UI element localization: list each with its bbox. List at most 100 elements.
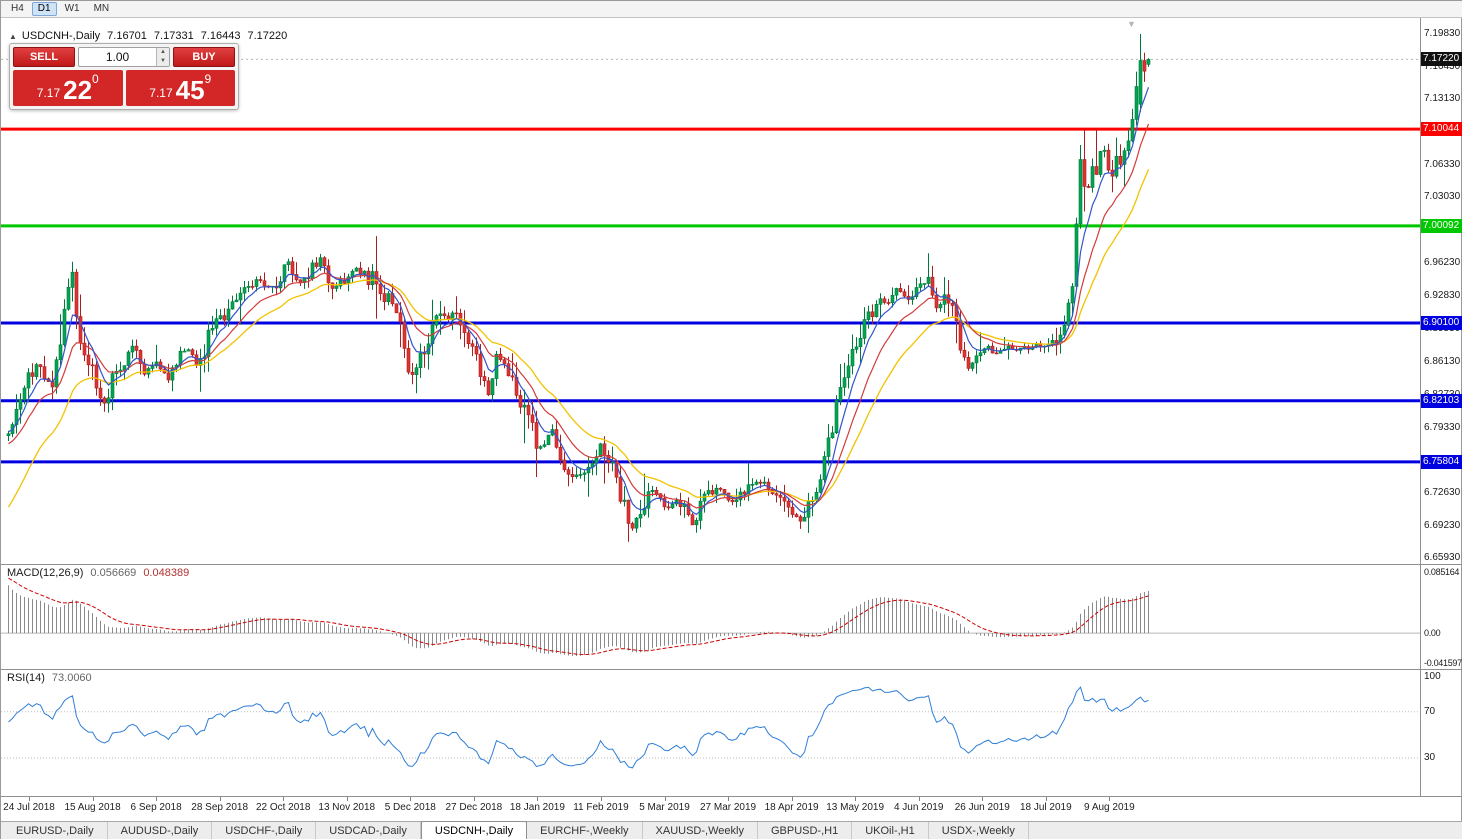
volume-increase-button[interactable]: ▲ [157,48,169,57]
time-axis-tick [1109,797,1111,801]
date-axis-label: 15 Aug 2018 [64,802,121,813]
price-axis-label: 6.79330 [1424,421,1461,433]
date-axis-label: 27 Mar 2019 [699,802,757,813]
sell-price-display[interactable]: 7.17 22 0 [13,70,123,106]
chart-shift-marker: ▼ [1127,19,1136,29]
chart-tab-usdcnh-daily[interactable]: USDCNH-,Daily [420,821,528,839]
price-axis-label: 7.19830 [1424,28,1461,39]
chart-tab-audusd-daily[interactable]: AUDUSD-,Daily [108,822,213,839]
price-axis-label: 6.89530 [1424,322,1461,334]
price-axis-label: 6.86130 [1424,355,1461,367]
chart-tab-usdcad-daily[interactable]: USDCAD-,Daily [316,822,421,839]
price-axis-label: 7.06330 [1424,159,1461,171]
volume-value[interactable]: 1.00 [105,50,130,64]
price-axis-tag: 6.82103 [1421,393,1462,408]
one-click-trading-panel: SELL 1.00 ▲ ▼ BUY 7.17 22 0 7.17 45 9 [9,43,239,110]
price-axis-label: 6.72630 [1424,486,1461,498]
macd-axis-label: 0.00 [1424,628,1441,639]
time-axis-tick [92,797,94,801]
timeframe-button-w1[interactable]: W1 [64,3,80,14]
price-axis-label: 6.65930 [1424,551,1461,563]
chart-tab-usdx-weekly[interactable]: USDX-,Weekly [929,822,1029,839]
date-axis-label: 24 Jul 2018 [3,802,55,813]
time-axis-tick [410,797,412,801]
price-axis-label: 6.82730 [1424,388,1461,400]
price-axis-label: 7.03030 [1424,191,1461,203]
time-axis-tick [855,797,857,801]
time-axis-tick [1045,797,1047,801]
macd-panel-canvas[interactable] [1,565,1420,669]
one-click-collapse-icon[interactable]: ▲ [9,31,17,41]
price-axis-label: 6.92830 [1424,290,1461,302]
chart-symbol-label: USDCNH-,Daily [21,30,101,42]
time-axis-tick [473,797,475,801]
sell-button[interactable]: SELL [13,47,75,67]
buy-price-pips: 45 [175,75,205,105]
main-macd-separator[interactable] [1,564,1462,565]
date-axis-label: 6 Sep 2018 [130,802,182,813]
chart-tab-gbpusd-h1[interactable]: GBPUSD-,H1 [758,822,853,839]
buy-button[interactable]: BUY [173,47,235,67]
macd-signal-value: 0.048389 [143,567,190,579]
price-axis-label: 6.99630 [1424,224,1461,236]
rsi-value: 73.0060 [51,672,92,684]
timeframe-toolbar: H4 D1 W1 MN [1,1,1462,18]
price-axis-tag: 6.90100 [1421,315,1462,330]
ohlc-open-value: 7.16701 [107,30,147,42]
price-axis-tag: 7.10044 [1421,122,1462,137]
rsi-name: RSI(14) [7,672,45,684]
time-axis-tick [29,797,30,801]
time-axis-tick [728,797,730,801]
timeframe-button-d1[interactable]: D1 [31,2,57,16]
time-axis-tick [283,797,285,801]
price-axis-label: 6.96230 [1424,257,1461,269]
ohlc-close-value: 7.17220 [247,30,288,42]
date-axis-label: 4 Jun 2019 [893,802,944,813]
ohlc-high-value: 7.17331 [153,30,194,42]
date-axis-label: 26 Jun 2019 [954,802,1010,813]
chart-tab-eurchf-weekly[interactable]: EURCHF-,Weekly [527,822,643,839]
volume-decrease-button[interactable]: ▼ [157,57,169,66]
rsi-indicator-label: RSI(14) 73.0060 [7,672,92,684]
date-axis-label: 5 Dec 2018 [384,802,436,813]
chart-tab-eurusd-daily[interactable]: EURUSD-,Daily [3,822,108,839]
price-axis-label: 7.16430 [1424,61,1461,73]
price-axis-tag: 6.75804 [1421,454,1462,469]
date-axis-label: 11 Feb 2019 [573,802,629,813]
time-axis-tick [600,797,602,801]
time-axis-tick [156,797,158,801]
time-axis-tick [918,797,920,801]
macd-name: MACD(12,26,9) [7,567,84,579]
date-axis-label: 18 Apr 2019 [764,802,819,813]
macd-rsi-separator[interactable] [1,669,1462,670]
timeframe-button-h4[interactable]: H4 [11,3,24,14]
chart-tab-ukoil-h1[interactable]: UKOil-,H1 [852,822,929,839]
date-axis-label: 13 Nov 2018 [318,802,376,813]
price-axis-label: 7.13130 [1424,93,1461,105]
price-axis-label: 6.75930 [1424,454,1461,466]
chart-ohlc-header: ▲ USDCNH-,Daily 7.16701 7.17331 7.16443 … [9,30,287,42]
date-axis-label: 13 May 2019 [826,802,885,813]
chart-tab-usdchf-daily[interactable]: USDCHF-,Daily [212,822,317,839]
macd-axis-label: -0.041597 [1424,658,1462,668]
time-axis-tick [664,797,666,801]
date-axis-label: 18 Jan 2019 [509,802,565,813]
timeframe-button-mn[interactable]: MN [93,3,110,14]
rsi-axis-label: 30 [1424,751,1436,763]
buy-price-display[interactable]: 7.17 45 9 [125,70,235,106]
sell-price-point: 0 [92,72,99,86]
date-axis-label: 18 Jul 2019 [1019,802,1072,813]
time-axis[interactable]: 24 Jul 2018 15 Aug 2018 6 Sep 2018 28 Sep 2… [1,797,1420,821]
rsi-panel-canvas[interactable] [1,670,1420,796]
time-axis-tick [346,797,348,801]
buy-price-prefix: 7.17 [149,86,173,100]
macd-main-value: 0.056669 [90,567,137,579]
macd-indicator-label: MACD(12,26,9) 0.056669 0.048389 [7,567,189,579]
volume-input[interactable]: 1.00 ▲ ▼ [78,47,170,67]
rsi-axis-separator [1,796,1462,797]
buy-price-point: 9 [204,72,212,86]
time-axis-tick [219,797,221,801]
date-axis-label: 22 Oct 2018 [255,802,311,813]
time-axis-tick [982,797,984,801]
chart-tab-xauusd-weekly[interactable]: XAUUSD-,Weekly [643,822,758,839]
